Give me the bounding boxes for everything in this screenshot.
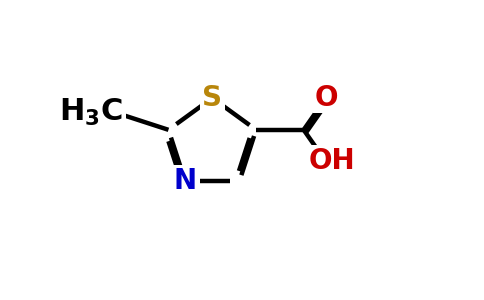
Text: S: S [202, 84, 222, 112]
Text: $\mathregular{H_3C}$: $\mathregular{H_3C}$ [59, 97, 123, 128]
Text: OH: OH [308, 146, 355, 175]
Text: N: N [174, 167, 197, 195]
Text: ₃C: ₃C [60, 100, 122, 128]
Text: H: H [99, 100, 122, 128]
Text: O: O [315, 84, 338, 112]
